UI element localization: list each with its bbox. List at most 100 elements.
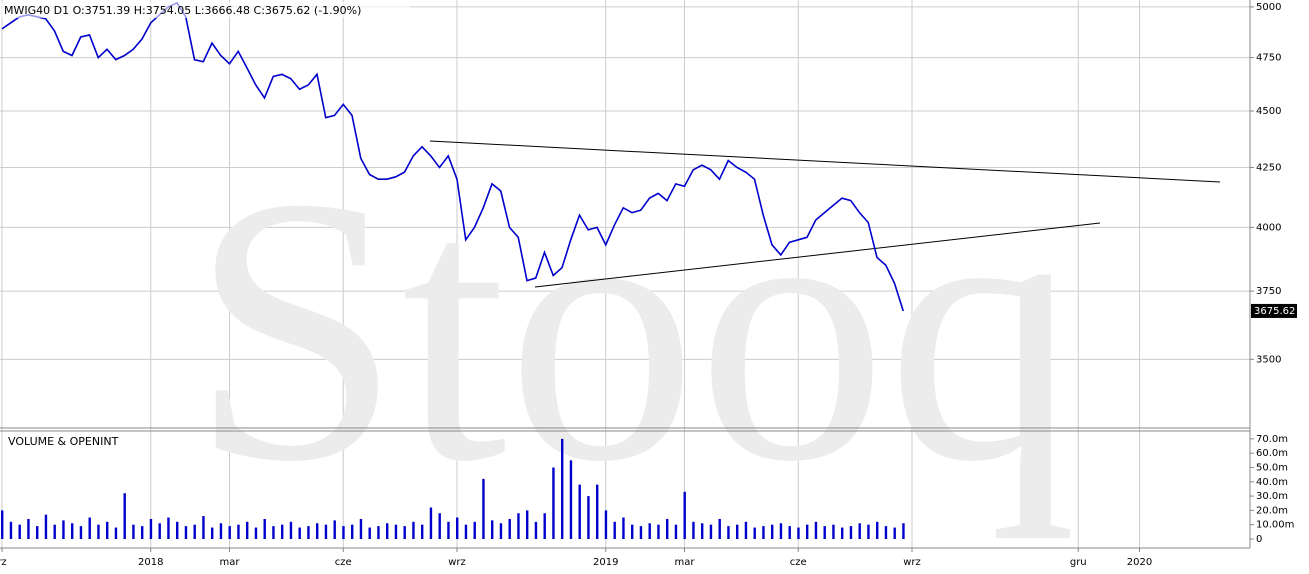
volume-bar <box>578 484 581 539</box>
volume-bar <box>762 526 765 539</box>
volume-bar <box>508 518 511 539</box>
volume-bar <box>631 524 634 539</box>
volume-bar <box>9 521 13 539</box>
volume-bar <box>184 526 188 539</box>
y-tick-label: 4500 <box>1256 106 1281 117</box>
volume-bar <box>797 527 800 539</box>
volume-bar <box>666 518 669 539</box>
y-tick-label: 0 <box>1256 534 1262 545</box>
trend-line <box>534 222 1101 288</box>
volume-bar <box>867 524 870 539</box>
volume-bar <box>464 524 468 539</box>
x-tick-label: rz <box>0 557 7 568</box>
watermark: Stooq <box>190 119 1077 540</box>
y-tick-label: 30.0m <box>1256 491 1288 502</box>
volume-bar <box>473 521 476 539</box>
volume-bar <box>27 518 30 539</box>
volume-bar <box>333 520 336 539</box>
volume-bar <box>228 526 231 539</box>
volume-bar <box>18 524 21 539</box>
volume-bar <box>211 527 214 539</box>
x-tick-label: wrz <box>448 557 466 568</box>
volume-bar <box>272 526 275 539</box>
volume-bar <box>604 510 608 539</box>
volume-bar <box>403 526 406 539</box>
volume-bar <box>1 510 4 539</box>
volume-bar <box>394 524 398 539</box>
volume-bar <box>193 524 196 539</box>
volume-bar <box>71 523 74 539</box>
volume-bar <box>587 496 590 539</box>
volume-bar <box>307 526 310 539</box>
y-tick-label: 5000 <box>1256 2 1281 13</box>
volume-bar <box>534 521 538 539</box>
volume-bar <box>569 460 573 539</box>
volume-bar <box>447 521 450 539</box>
x-tick-label: 2019 <box>593 557 618 568</box>
volume-title: VOLUME & OPENINT <box>8 435 119 448</box>
chart-title: MWIG40 D1 O:3751.39 H:3754.05 L:3666.48 … <box>4 4 361 17</box>
y-tick-label: 4750 <box>1256 53 1281 64</box>
volume-bar <box>596 484 599 539</box>
volume-bar <box>622 517 625 539</box>
x-tick-label: gru <box>1070 557 1087 568</box>
volume-bar <box>482 478 485 539</box>
volume-bar <box>736 524 739 539</box>
volume-bar <box>202 516 205 539</box>
x-tick-label: mar <box>220 557 241 568</box>
y-tick-label: 20.0m <box>1256 505 1288 516</box>
volume-bar <box>438 513 441 539</box>
volume-bar <box>902 523 905 539</box>
y-tick-label: 10.00m <box>1256 520 1294 531</box>
volume-bar <box>674 524 678 539</box>
x-tick-label: 2018 <box>138 557 163 568</box>
x-tick-label: cze <box>335 557 352 568</box>
volume-bar <box>132 524 135 539</box>
volume-bar <box>744 521 748 539</box>
volume-bar <box>779 523 783 539</box>
volume-bar <box>456 517 459 539</box>
x-tick-label: 2020 <box>1127 557 1152 568</box>
volume-bar <box>893 527 896 539</box>
y-tick-label: 60.0m <box>1256 448 1288 459</box>
volume-bar <box>884 526 888 539</box>
volume-bar <box>657 524 660 539</box>
volume-bar <box>141 526 144 539</box>
volume-bar <box>832 524 835 539</box>
volume-bar <box>552 467 555 539</box>
volume-bar <box>289 521 293 539</box>
volume-bar <box>351 524 354 539</box>
volume-bar <box>841 527 844 539</box>
last-value-label: 3675.62 <box>1254 306 1295 317</box>
volume-bar <box>543 513 546 539</box>
volume-bar <box>709 524 713 539</box>
y-tick-label: 50.0m <box>1256 462 1288 473</box>
volume-bar <box>368 527 371 539</box>
x-tick-label: wrz <box>903 557 921 568</box>
volume-bar <box>701 523 704 539</box>
volume-bar <box>639 526 643 539</box>
x-tick-label: mar <box>675 557 696 568</box>
trend-line <box>429 140 1221 183</box>
volume-bar <box>62 520 65 539</box>
volume-bar <box>342 526 345 539</box>
volume-bar <box>377 526 380 539</box>
volume-bar <box>806 524 809 539</box>
volume-bar <box>517 513 520 539</box>
volume-bar <box>648 523 651 539</box>
volume-bar <box>692 521 695 539</box>
volume-bar <box>246 521 249 539</box>
y-tick-label: 3500 <box>1256 354 1281 365</box>
volume-bar <box>727 526 730 539</box>
volume-bar <box>421 524 424 539</box>
volume-bar <box>613 521 616 539</box>
volume-bar <box>79 526 83 539</box>
last-value-box <box>1251 303 1297 318</box>
volume-bar <box>491 520 494 539</box>
volume-bar <box>753 527 756 539</box>
volume-bar <box>88 517 91 539</box>
volume-bar <box>561 438 564 539</box>
volume-bar <box>167 517 170 539</box>
